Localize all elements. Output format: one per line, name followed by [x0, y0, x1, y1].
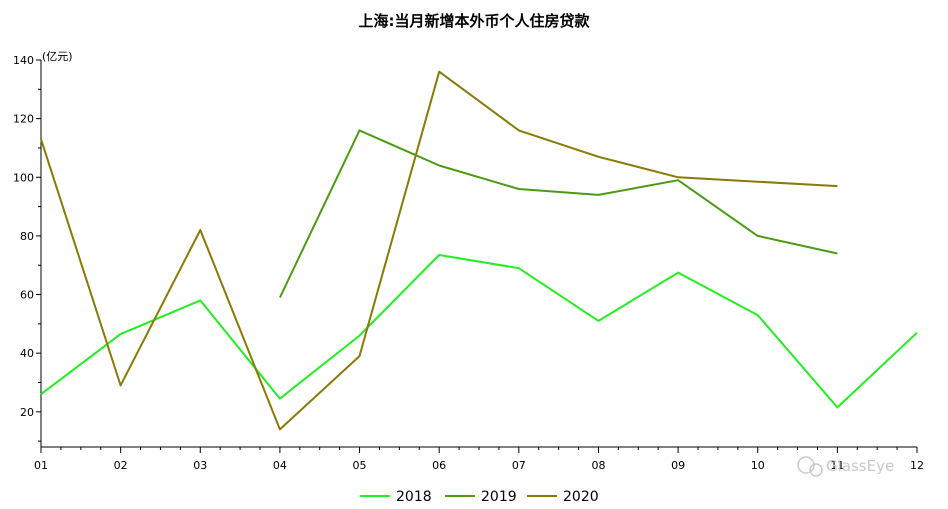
legend-label: 2018 — [396, 489, 432, 505]
x-tick-label: 08 — [591, 459, 605, 472]
y-tick-label: 40 — [20, 347, 34, 360]
legend-item-2020: 2020 — [527, 489, 599, 505]
watermark: GlassEye — [797, 456, 894, 477]
y-axis-unit-label: (亿元) — [42, 50, 73, 63]
x-tick-label: 02 — [114, 459, 128, 472]
legend-label: 2019 — [481, 489, 517, 505]
y-tick-label: 120 — [13, 113, 34, 126]
x-tick-label: 05 — [353, 459, 367, 472]
y-tick-label: 20 — [20, 406, 34, 419]
x-tick-label: 06 — [432, 459, 446, 472]
x-tick-label: 01 — [34, 459, 48, 472]
x-tick-label: 04 — [273, 459, 287, 472]
legend-label: 2020 — [563, 489, 599, 505]
y-tick-label: 100 — [13, 171, 34, 184]
x-tick-label: 09 — [671, 459, 685, 472]
y-tick-label: 140 — [13, 54, 34, 67]
x-tick-label: 11 — [830, 459, 844, 472]
legend-item-2018: 2018 — [360, 489, 432, 505]
chart-title: 上海:当月新增本外币个人住房贷款 — [358, 12, 590, 30]
series-layer — [40, 70, 918, 431]
series-line-2020 — [40, 70, 838, 431]
y-tick-label: 80 — [20, 230, 34, 243]
series-line-2019 — [278, 129, 838, 298]
watermark-text: GlassEye — [826, 457, 894, 475]
legend: 2018 2019 2020 — [360, 489, 599, 505]
wechat-icon — [797, 456, 823, 477]
x-tick-label: 10 — [751, 459, 765, 472]
x-tick-label: 12 — [910, 459, 924, 472]
y-tick-label: 60 — [20, 289, 34, 302]
series-line-2018 — [40, 254, 918, 409]
x-tick-label: 03 — [193, 459, 207, 472]
legend-item-2019: 2019 — [445, 489, 517, 505]
x-tick-label: 07 — [512, 459, 526, 472]
axes: 20 40 60 80 100 120 140 01 02 03 04 05 06 07 08 09 10 11 1… — [13, 54, 924, 472]
